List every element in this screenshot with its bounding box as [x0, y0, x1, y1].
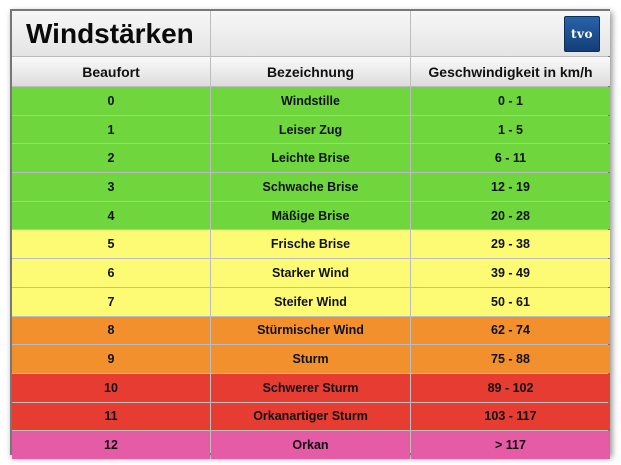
logo-area: tvo [411, 11, 610, 56]
speed-cell: 0 - 1 [411, 87, 610, 115]
table-grid: Windstärken tvo Beaufort Bezeichnung Ges… [12, 11, 610, 459]
header-beaufort: Beaufort [12, 57, 210, 86]
table-title: Windstärken [12, 11, 210, 56]
beaufort-cell: 7 [12, 287, 210, 316]
wind-scale-table: Windstärken tvo Beaufort Bezeichnung Ges… [10, 9, 610, 459]
speed-cell: > 117 [411, 431, 610, 459]
beaufort-cell: 2 [12, 144, 210, 173]
speed-cell: 29 - 38 [411, 230, 610, 259]
header-geschwindigkeit: Geschwindigkeit in km/h [411, 57, 610, 86]
beaufort-cell: 11 [12, 402, 210, 431]
speed-cell: 1 - 5 [411, 115, 610, 144]
bezeichnung-cell: Frische Brise [211, 230, 410, 259]
header-bezeichnung: Bezeichnung [211, 57, 410, 86]
beaufort-cell: 3 [12, 173, 210, 201]
bezeichnung-cell: Leiser Zug [211, 115, 410, 144]
bezeichnung-cell: Steifer Wind [211, 287, 410, 316]
bezeichnung-cell: Leichte Brise [211, 144, 410, 173]
bezeichnung-cell: Starker Wind [211, 259, 410, 287]
speed-cell: 12 - 19 [411, 173, 610, 201]
bezeichnung-cell: Sturm [211, 345, 410, 373]
bezeichnung-cell: Orkan [211, 431, 410, 459]
beaufort-cell: 9 [12, 345, 210, 373]
bezeichnung-cell: Schwerer Sturm [211, 373, 410, 402]
beaufort-cell: 0 [12, 87, 210, 115]
bezeichnung-cell: Schwache Brise [211, 173, 410, 201]
tvo-logo: tvo [564, 15, 600, 52]
speed-cell: 62 - 74 [411, 316, 610, 345]
bezeichnung-cell: Windstille [211, 87, 410, 115]
beaufort-cell: 10 [12, 373, 210, 402]
beaufort-cell: 5 [12, 230, 210, 259]
speed-cell: 39 - 49 [411, 259, 610, 287]
speed-cell: 20 - 28 [411, 201, 610, 230]
speed-cell: 75 - 88 [411, 345, 610, 373]
beaufort-cell: 12 [12, 431, 210, 459]
bezeichnung-cell: Orkanartiger Sturm [211, 402, 410, 431]
speed-cell: 89 - 102 [411, 373, 610, 402]
beaufort-cell: 8 [12, 316, 210, 345]
speed-cell: 6 - 11 [411, 144, 610, 173]
bezeichnung-cell: Mäßige Brise [211, 201, 410, 230]
bezeichnung-cell: Stürmischer Wind [211, 316, 410, 345]
speed-cell: 103 - 117 [411, 402, 610, 431]
beaufort-cell: 4 [12, 201, 210, 230]
beaufort-cell: 6 [12, 259, 210, 287]
title-spacer [211, 11, 410, 56]
beaufort-cell: 1 [12, 115, 210, 144]
speed-cell: 50 - 61 [411, 287, 610, 316]
